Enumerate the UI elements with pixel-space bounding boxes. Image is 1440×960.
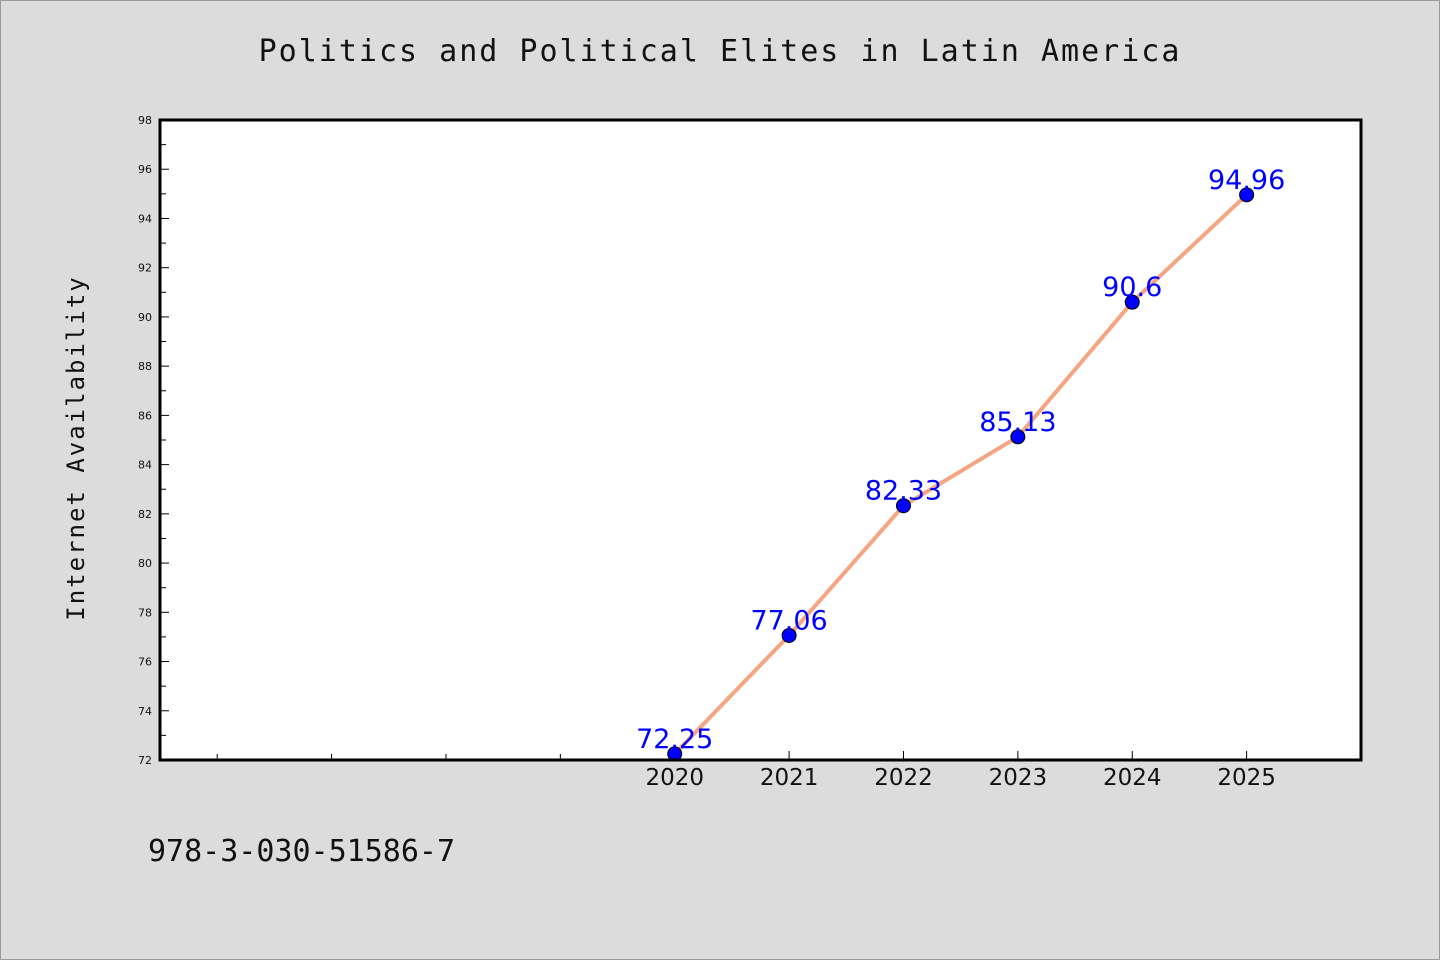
data-point-4 bbox=[1124, 294, 1140, 310]
plot-border bbox=[158, 118, 1363, 762]
x-tick-label-1: 2021 bbox=[760, 765, 819, 791]
y-tick-label-4: 80 bbox=[138, 557, 152, 570]
y-tick-label-8: 88 bbox=[138, 360, 152, 373]
y-tick-label-5: 82 bbox=[138, 508, 152, 521]
y-tick-label-0: 72 bbox=[138, 754, 152, 767]
y-tick-label-2: 76 bbox=[138, 656, 152, 669]
y-tick-label-6: 84 bbox=[138, 459, 152, 472]
data-point-2 bbox=[895, 498, 911, 514]
x-tick-label-3: 2023 bbox=[989, 765, 1048, 791]
data-label-2: 82.33 bbox=[865, 476, 942, 507]
y-tick-label-10: 92 bbox=[138, 262, 152, 275]
data-point-3 bbox=[1010, 429, 1026, 445]
x-tick-label-5: 2025 bbox=[1217, 765, 1276, 791]
x-tick-label-2: 2022 bbox=[874, 765, 933, 791]
data-point-1 bbox=[781, 627, 797, 643]
data-label-4: 90.6 bbox=[1102, 272, 1162, 303]
isbn-footnote: 978-3-030-51586-7 bbox=[148, 834, 456, 869]
y-tick-label-13: 98 bbox=[138, 114, 152, 127]
y-tick-label-3: 78 bbox=[138, 606, 152, 619]
data-label-1: 77.06 bbox=[750, 605, 827, 636]
y-tick-label-11: 94 bbox=[138, 212, 152, 225]
y-tick-label-9: 90 bbox=[138, 311, 152, 324]
data-label-3: 85.13 bbox=[979, 407, 1056, 438]
y-tick-label-12: 96 bbox=[138, 163, 152, 176]
data-label-0: 72.25 bbox=[636, 724, 713, 755]
chart-title: Politics and Political Elites in Latin A… bbox=[258, 34, 1182, 69]
data-label-5: 94.96 bbox=[1208, 165, 1285, 196]
x-tick-label-0: 2020 bbox=[645, 765, 704, 791]
x-tick-label-4: 2024 bbox=[1103, 765, 1162, 791]
y-tick-label-1: 74 bbox=[138, 705, 152, 718]
y-tick-label-7: 86 bbox=[138, 409, 152, 422]
data-point-5 bbox=[1239, 187, 1255, 203]
plot-area bbox=[160, 120, 1361, 760]
series-line-0 bbox=[672, 192, 1249, 756]
